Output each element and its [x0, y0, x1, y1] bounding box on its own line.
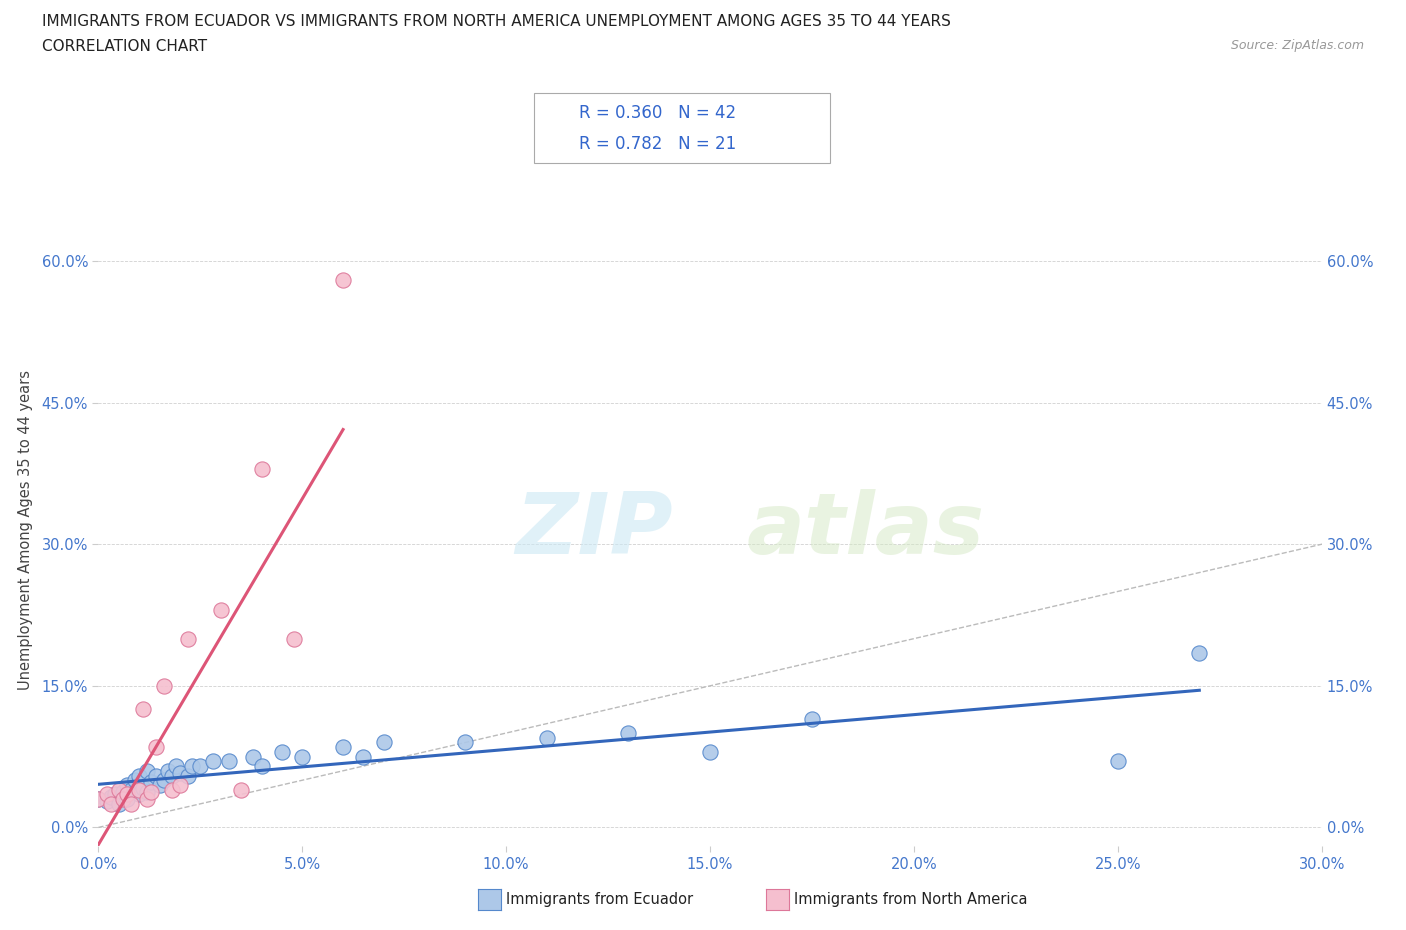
Point [100, 790, 122, 804]
Point [108, 782, 131, 797]
Point [136, 791, 159, 806]
Text: ZIP: ZIP [516, 488, 673, 572]
Point [141, 784, 163, 799]
Point [136, 764, 159, 778]
Point [250, 759, 273, 774]
Point [132, 780, 155, 795]
Point [1107, 754, 1129, 769]
Point [111, 784, 134, 799]
Point [141, 775, 163, 790]
Point [96, 793, 118, 808]
Point [111, 791, 134, 806]
Point [201, 754, 224, 769]
Point [177, 631, 200, 646]
Point [181, 759, 204, 774]
Point [283, 631, 305, 646]
Point [108, 796, 131, 811]
Point [120, 782, 142, 797]
Point [177, 768, 200, 783]
Point [218, 754, 240, 769]
Text: R = 0.782   N = 21: R = 0.782 N = 21 [579, 135, 737, 153]
Point [165, 759, 187, 774]
Point [1188, 645, 1211, 660]
Point [242, 750, 264, 764]
Point [120, 796, 142, 811]
Point [617, 725, 640, 740]
Point [270, 745, 294, 760]
Point [536, 730, 558, 745]
Point [801, 711, 824, 726]
Point [231, 782, 253, 797]
Text: Immigrants from North America: Immigrants from North America [794, 892, 1028, 907]
Point [699, 745, 721, 760]
Point [169, 777, 191, 792]
Point [115, 777, 138, 792]
Point [145, 739, 167, 754]
Point [149, 777, 172, 792]
Point [332, 272, 354, 287]
Point [352, 750, 374, 764]
Point [132, 702, 155, 717]
Point [128, 782, 150, 797]
Point [136, 784, 159, 799]
Text: CORRELATION CHART: CORRELATION CHART [42, 39, 207, 54]
Point [332, 739, 354, 754]
Point [115, 787, 138, 802]
Text: R = 0.360   N = 42: R = 0.360 N = 42 [579, 104, 737, 123]
Point [115, 791, 138, 806]
Point [209, 603, 232, 618]
Point [87, 791, 110, 806]
Point [250, 461, 273, 476]
Point [104, 787, 127, 802]
Point [160, 782, 183, 797]
Text: atlas: atlas [747, 488, 984, 572]
Point [145, 768, 167, 783]
Point [128, 768, 150, 783]
Y-axis label: Unemployment Among Ages 35 to 44 years: Unemployment Among Ages 35 to 44 years [18, 370, 34, 690]
Text: Source: ZipAtlas.com: Source: ZipAtlas.com [1230, 39, 1364, 52]
Point [291, 750, 314, 764]
Point [124, 773, 146, 788]
Text: IMMIGRANTS FROM ECUADOR VS IMMIGRANTS FROM NORTH AMERICA UNEMPLOYMENT AMONG AGES: IMMIGRANTS FROM ECUADOR VS IMMIGRANTS FR… [42, 14, 950, 29]
Point [156, 764, 179, 778]
Point [96, 787, 118, 802]
Point [373, 735, 395, 750]
Point [169, 765, 191, 780]
Point [160, 768, 183, 783]
Point [188, 759, 212, 774]
Point [454, 735, 477, 750]
Point [100, 796, 122, 811]
Point [87, 791, 110, 806]
Point [152, 773, 174, 788]
Point [152, 678, 174, 693]
Point [128, 787, 150, 802]
Text: Immigrants from Ecuador: Immigrants from Ecuador [506, 892, 693, 907]
